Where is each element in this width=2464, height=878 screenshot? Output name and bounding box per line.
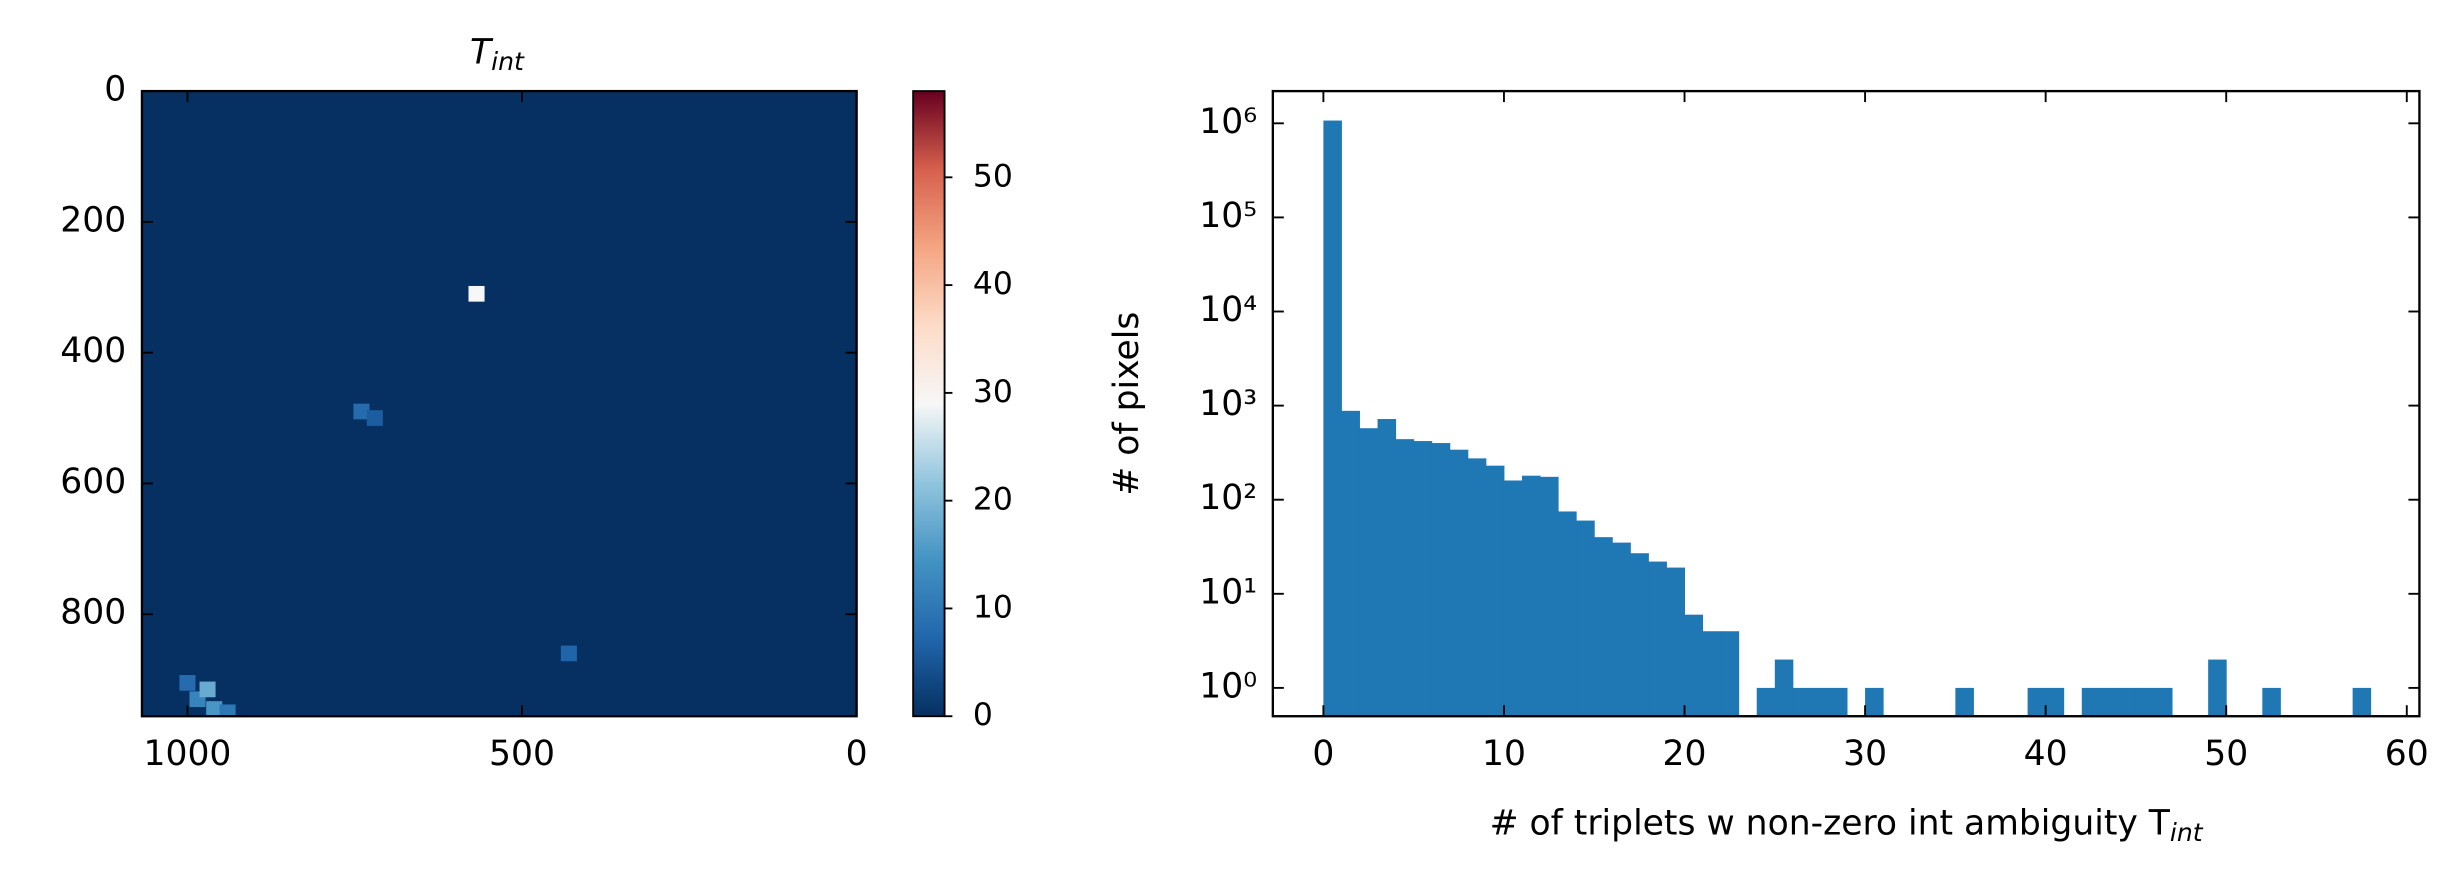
colorbar: 0 10 20 30 40 50 xyxy=(912,90,1013,733)
title-text: T xyxy=(470,32,494,72)
image-spot xyxy=(366,410,383,426)
histogram-bar xyxy=(1449,449,1469,717)
histogram-bar xyxy=(2352,687,2372,717)
y-tick-label: 10² xyxy=(1199,478,1257,518)
histogram-bar xyxy=(1774,659,1794,717)
x-tick-label: 40 xyxy=(2024,734,2068,774)
histogram-panel: 0 10 20 30 40 50 60 10⁰ 10¹ 10² 10³ 10⁴ 10⁵ 10⁶ xyxy=(1199,89,2429,774)
colorbar-tick-label: 10 xyxy=(973,589,1013,625)
histogram-bar xyxy=(2099,687,2119,717)
image-spot xyxy=(560,645,577,662)
histogram-bar xyxy=(1359,428,1379,717)
y-tick-label: 800 xyxy=(60,593,126,633)
y-tick-label: 10⁴ xyxy=(1199,290,1257,330)
histogram-bar xyxy=(1503,480,1523,717)
histogram-bar xyxy=(2135,687,2155,717)
histogram-bar xyxy=(1630,553,1649,717)
histogram-bar xyxy=(1955,687,1974,717)
colorbar-tick-label: 30 xyxy=(973,374,1013,410)
histogram-bar xyxy=(2117,687,2137,717)
histogram-bar xyxy=(1485,465,1505,717)
heatmap-title: Tint xyxy=(470,32,525,76)
x-label-subscript: int xyxy=(2170,818,2204,847)
histogram-bar xyxy=(1576,520,1595,717)
image-spot xyxy=(206,701,223,717)
y-tick-label: 400 xyxy=(60,331,126,371)
x-tick-label: 20 xyxy=(1663,734,1707,774)
y-tick-label: 0 xyxy=(104,70,126,110)
histogram-bar xyxy=(1377,419,1397,717)
histogram-bar xyxy=(1594,537,1613,717)
y-tick-label: 10³ xyxy=(1199,384,1257,424)
x-axis-label: # of triplets w non-zero int ambiguity T… xyxy=(1490,803,2204,847)
histogram-bar xyxy=(1684,614,1704,717)
y-tick-label: 10⁵ xyxy=(1199,196,1257,236)
y-tick-label: 10⁶ xyxy=(1199,102,1257,142)
histogram-bar xyxy=(1323,120,1342,717)
histogram-bar xyxy=(1792,687,1812,717)
histogram-bar xyxy=(1431,443,1451,717)
title-subscript: int xyxy=(491,47,525,76)
histogram-bar xyxy=(1612,542,1631,717)
y-tick-label: 600 xyxy=(60,462,126,502)
histogram-bar xyxy=(1467,458,1487,717)
heatmap-panel: 1000 500 0 0 200 400 600 800 xyxy=(60,70,867,774)
histogram-bar xyxy=(2027,687,2047,717)
histogram-bar xyxy=(1810,687,1830,717)
axes-frame xyxy=(1271,89,2421,718)
x-tick-label: 10 xyxy=(1482,734,1526,774)
y-tick-label: 10¹ xyxy=(1199,572,1257,612)
histogram-bar xyxy=(2208,659,2227,717)
x-tick-label: 0 xyxy=(846,734,868,774)
histogram-bar xyxy=(1865,687,1884,717)
x-tick-label: 0 xyxy=(1312,734,1334,774)
histogram-bar xyxy=(1395,439,1415,717)
x-tick-label: 500 xyxy=(489,734,555,774)
histogram-bar xyxy=(1540,476,1559,717)
axes-frame xyxy=(140,89,858,718)
colorbar-tick-label: 40 xyxy=(973,266,1013,302)
histogram-bar xyxy=(1413,441,1433,717)
image-background xyxy=(141,91,857,717)
histogram-bar xyxy=(1720,631,1740,717)
image-spot xyxy=(353,403,370,420)
image-spot xyxy=(199,681,216,698)
image xyxy=(141,91,857,717)
colorbar-tick-label: 20 xyxy=(973,482,1013,518)
image-spot xyxy=(468,285,485,302)
histogram-bar xyxy=(1341,410,1360,717)
histogram-bar xyxy=(2045,687,2065,717)
histogram-bar xyxy=(2153,687,2173,717)
y-tick-label: 200 xyxy=(60,200,126,240)
histogram-bar xyxy=(1756,687,1776,717)
y-axis-label: # of pixels xyxy=(1107,312,1147,496)
x-label-text: # of triplets w non-zero int ambiguity T xyxy=(1490,803,2171,843)
histogram-bar xyxy=(1558,511,1577,717)
colorbar-tick-label: 50 xyxy=(973,158,1013,194)
x-tick-label: 60 xyxy=(2385,734,2429,774)
x-tick-label: 1000 xyxy=(144,734,232,774)
histogram-bar xyxy=(2262,687,2281,717)
image-spot xyxy=(219,704,236,717)
colorbar-scale xyxy=(912,90,946,718)
x-tick-label: 30 xyxy=(1843,734,1887,774)
y-tick-label: 10⁰ xyxy=(1199,666,1257,706)
histogram-bar xyxy=(1666,567,1685,717)
colorbar-tick-label: 0 xyxy=(973,697,993,733)
histogram-bar xyxy=(1702,631,1722,717)
histogram-bar xyxy=(1522,475,1541,717)
image-spot xyxy=(179,675,196,691)
histogram-bar xyxy=(1828,687,1848,717)
histogram-bar xyxy=(2081,687,2101,717)
x-tick-label: 50 xyxy=(2204,734,2248,774)
histogram-bar xyxy=(1648,561,1667,717)
